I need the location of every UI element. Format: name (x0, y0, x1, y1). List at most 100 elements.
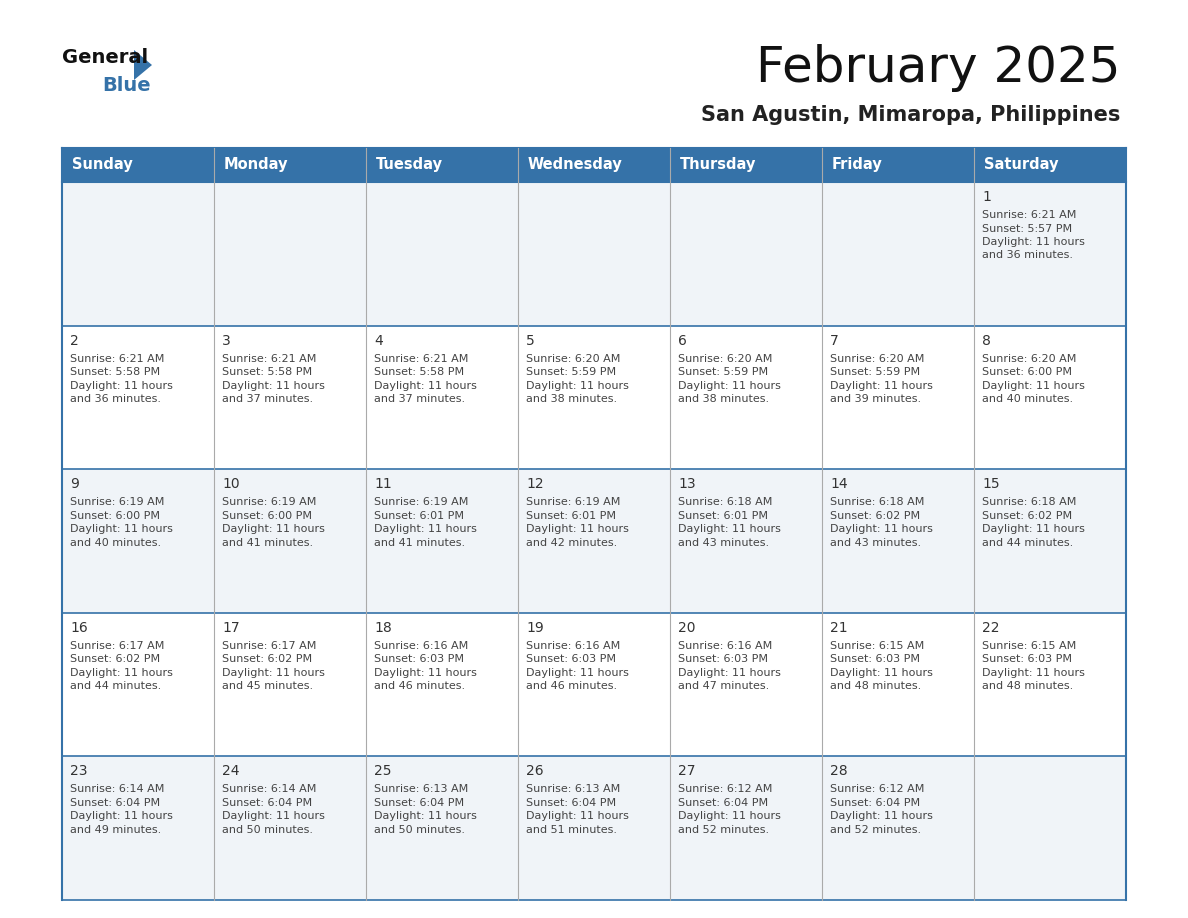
Text: Sunset: 5:58 PM: Sunset: 5:58 PM (374, 367, 465, 377)
Text: 10: 10 (222, 477, 240, 491)
Text: 27: 27 (678, 765, 695, 778)
Bar (366, 469, 518, 613)
Bar (518, 613, 670, 756)
Text: Sunset: 6:03 PM: Sunset: 6:03 PM (982, 655, 1072, 665)
Text: 25: 25 (374, 765, 392, 778)
Bar (518, 469, 670, 613)
Bar (822, 756, 974, 900)
Text: San Agustin, Mimaropa, Philippines: San Agustin, Mimaropa, Philippines (701, 105, 1120, 125)
Text: Daylight: 11 hours: Daylight: 11 hours (830, 381, 933, 390)
Text: Daylight: 11 hours: Daylight: 11 hours (678, 812, 781, 822)
Bar (974, 469, 1126, 613)
Text: Daylight: 11 hours: Daylight: 11 hours (222, 524, 324, 534)
Text: Sunrise: 6:16 AM: Sunrise: 6:16 AM (678, 641, 772, 651)
Text: and 38 minutes.: and 38 minutes. (526, 394, 617, 404)
Text: 28: 28 (830, 765, 847, 778)
Bar (518, 148, 670, 182)
Text: Sunset: 6:04 PM: Sunset: 6:04 PM (830, 798, 921, 808)
Text: Daylight: 11 hours: Daylight: 11 hours (70, 667, 173, 677)
Text: February 2025: February 2025 (756, 44, 1120, 92)
Text: and 40 minutes.: and 40 minutes. (70, 538, 162, 548)
Bar (670, 469, 822, 613)
Text: Sunset: 6:00 PM: Sunset: 6:00 PM (222, 510, 312, 521)
Text: 18: 18 (374, 621, 392, 635)
Text: Daylight: 11 hours: Daylight: 11 hours (982, 381, 1085, 390)
Text: 7: 7 (830, 333, 839, 348)
Text: 8: 8 (982, 333, 991, 348)
Bar (822, 182, 974, 326)
Text: Sunset: 6:02 PM: Sunset: 6:02 PM (70, 655, 160, 665)
Bar (518, 326, 670, 469)
Text: and 50 minutes.: and 50 minutes. (374, 825, 465, 834)
Text: General: General (62, 48, 148, 67)
Bar (62, 756, 214, 900)
Polygon shape (134, 50, 152, 80)
Text: Sunrise: 6:14 AM: Sunrise: 6:14 AM (222, 784, 316, 794)
Text: Sunrise: 6:20 AM: Sunrise: 6:20 AM (830, 353, 924, 364)
Text: Sunrise: 6:12 AM: Sunrise: 6:12 AM (830, 784, 924, 794)
Text: Daylight: 11 hours: Daylight: 11 hours (678, 524, 781, 534)
Text: Sunset: 6:04 PM: Sunset: 6:04 PM (678, 798, 769, 808)
Text: Tuesday: Tuesday (375, 158, 443, 173)
Text: 5: 5 (526, 333, 535, 348)
Text: Sunrise: 6:19 AM: Sunrise: 6:19 AM (374, 498, 468, 508)
Text: and 43 minutes.: and 43 minutes. (678, 538, 769, 548)
Text: Sunrise: 6:19 AM: Sunrise: 6:19 AM (526, 498, 620, 508)
Text: Daylight: 11 hours: Daylight: 11 hours (526, 812, 628, 822)
Bar (214, 469, 366, 613)
Text: Sunset: 6:00 PM: Sunset: 6:00 PM (70, 510, 160, 521)
Text: Sunrise: 6:18 AM: Sunrise: 6:18 AM (982, 498, 1076, 508)
Text: Daylight: 11 hours: Daylight: 11 hours (982, 237, 1085, 247)
Text: and 36 minutes.: and 36 minutes. (70, 394, 162, 404)
Text: Daylight: 11 hours: Daylight: 11 hours (374, 812, 476, 822)
Text: and 36 minutes.: and 36 minutes. (982, 251, 1073, 261)
Text: Daylight: 11 hours: Daylight: 11 hours (374, 524, 476, 534)
Bar (670, 182, 822, 326)
Text: 21: 21 (830, 621, 847, 635)
Text: Daylight: 11 hours: Daylight: 11 hours (374, 667, 476, 677)
Text: Sunrise: 6:12 AM: Sunrise: 6:12 AM (678, 784, 772, 794)
Text: and 38 minutes.: and 38 minutes. (678, 394, 769, 404)
Text: and 41 minutes.: and 41 minutes. (374, 538, 466, 548)
Text: Daylight: 11 hours: Daylight: 11 hours (222, 381, 324, 390)
Text: and 48 minutes.: and 48 minutes. (982, 681, 1073, 691)
Text: Monday: Monday (225, 158, 289, 173)
Text: 1: 1 (982, 190, 991, 204)
Bar (974, 613, 1126, 756)
Bar (214, 148, 366, 182)
Text: Sunset: 5:57 PM: Sunset: 5:57 PM (982, 223, 1072, 233)
Text: Sunrise: 6:18 AM: Sunrise: 6:18 AM (830, 498, 924, 508)
Bar (822, 326, 974, 469)
Text: and 37 minutes.: and 37 minutes. (374, 394, 466, 404)
Text: Sunset: 6:02 PM: Sunset: 6:02 PM (222, 655, 312, 665)
Text: and 37 minutes.: and 37 minutes. (222, 394, 314, 404)
Text: Daylight: 11 hours: Daylight: 11 hours (678, 381, 781, 390)
Text: Daylight: 11 hours: Daylight: 11 hours (70, 524, 173, 534)
Text: Daylight: 11 hours: Daylight: 11 hours (982, 524, 1085, 534)
Text: and 47 minutes.: and 47 minutes. (678, 681, 770, 691)
Bar (822, 613, 974, 756)
Bar (974, 326, 1126, 469)
Text: and 52 minutes.: and 52 minutes. (830, 825, 921, 834)
Text: Sunrise: 6:21 AM: Sunrise: 6:21 AM (222, 353, 316, 364)
Text: Sunset: 6:04 PM: Sunset: 6:04 PM (526, 798, 617, 808)
Text: Sunrise: 6:17 AM: Sunrise: 6:17 AM (70, 641, 164, 651)
Text: Daylight: 11 hours: Daylight: 11 hours (526, 381, 628, 390)
Bar (974, 182, 1126, 326)
Text: Sunset: 5:59 PM: Sunset: 5:59 PM (678, 367, 769, 377)
Text: Wednesday: Wednesday (527, 158, 623, 173)
Bar (366, 613, 518, 756)
Bar (62, 326, 214, 469)
Text: Daylight: 11 hours: Daylight: 11 hours (526, 524, 628, 534)
Text: and 45 minutes.: and 45 minutes. (222, 681, 314, 691)
Text: Sunrise: 6:19 AM: Sunrise: 6:19 AM (70, 498, 164, 508)
Text: 13: 13 (678, 477, 696, 491)
Text: Thursday: Thursday (680, 158, 757, 173)
Text: and 43 minutes.: and 43 minutes. (830, 538, 921, 548)
Text: Sunset: 6:03 PM: Sunset: 6:03 PM (374, 655, 465, 665)
Text: 22: 22 (982, 621, 999, 635)
Text: Sunrise: 6:17 AM: Sunrise: 6:17 AM (222, 641, 316, 651)
Text: Sunset: 5:58 PM: Sunset: 5:58 PM (222, 367, 312, 377)
Text: Daylight: 11 hours: Daylight: 11 hours (70, 812, 173, 822)
Text: Sunrise: 6:14 AM: Sunrise: 6:14 AM (70, 784, 164, 794)
